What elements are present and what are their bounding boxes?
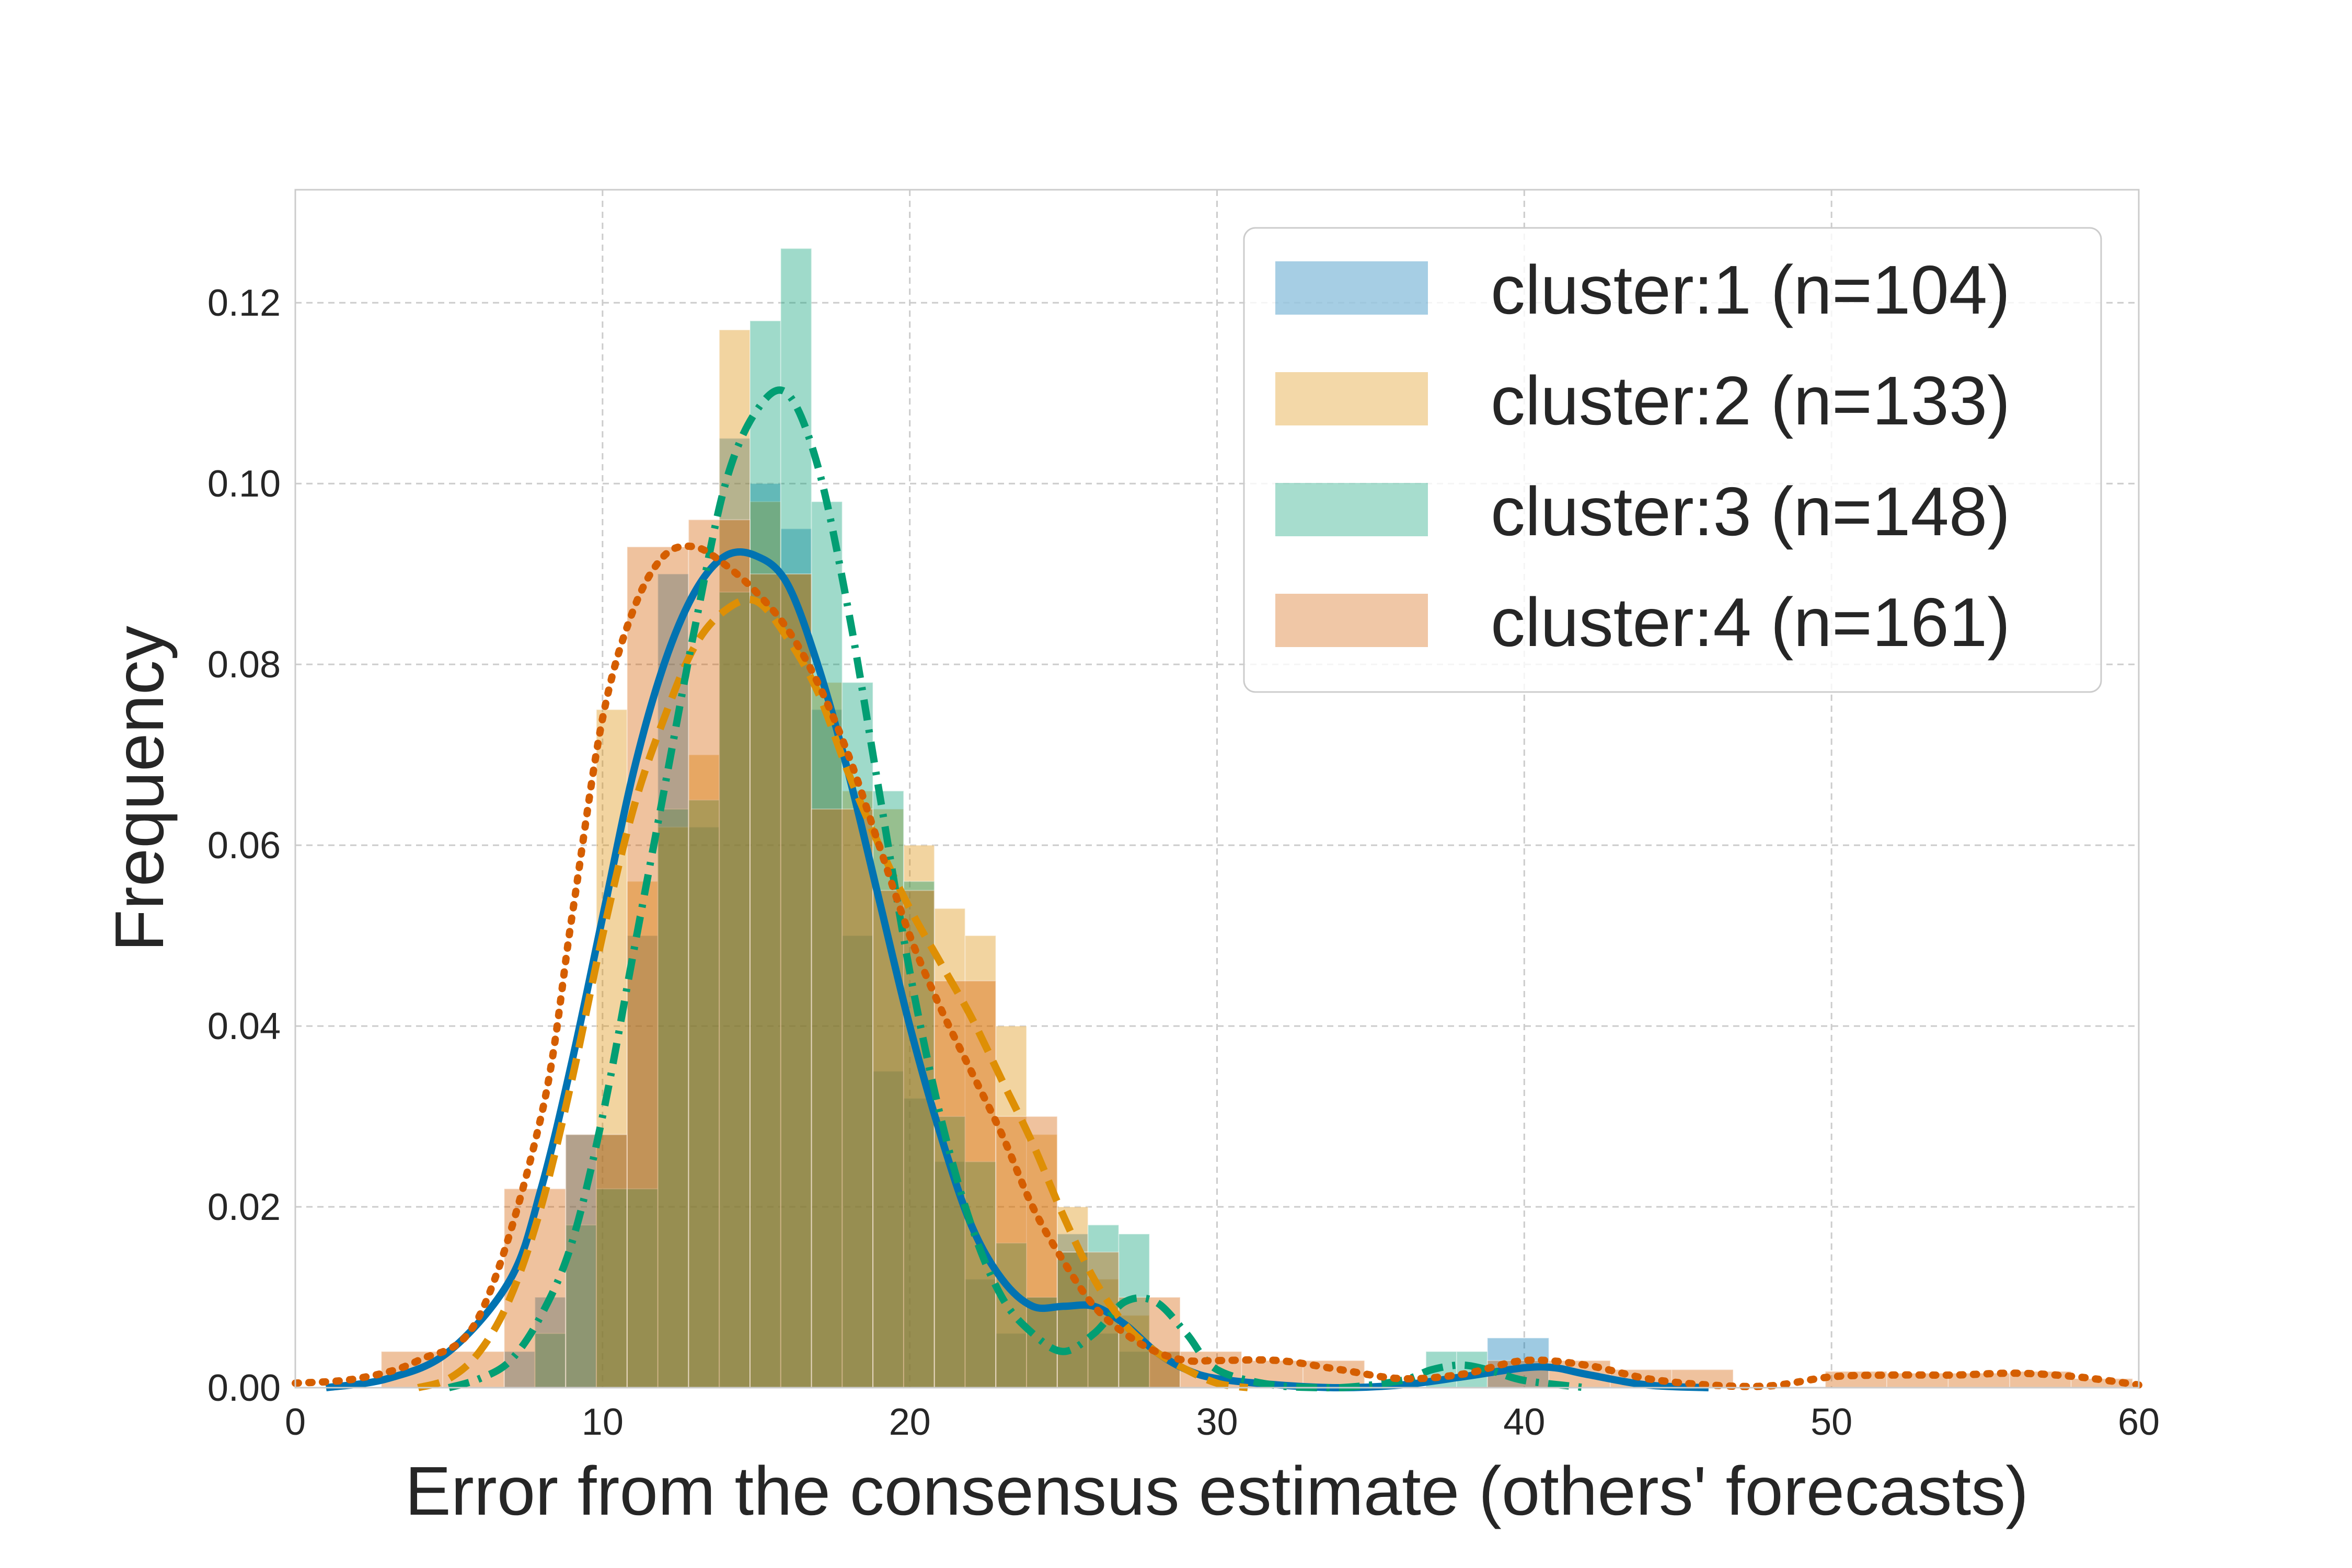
bar-cluster-4-3	[565, 1134, 628, 1388]
bar-cluster-3-17	[1056, 1251, 1089, 1389]
bar-cluster-1-16	[995, 1333, 1028, 1389]
x-tick-label-60: 60	[2118, 1401, 2160, 1443]
bar-cluster-4-5	[688, 519, 751, 1388]
y-tick-label-0.00: 0.00	[207, 1367, 281, 1409]
bar-cluster-4-7	[811, 808, 874, 1388]
bar-cluster-3-5	[688, 799, 720, 1388]
bar-cluster-3-0	[534, 1333, 567, 1389]
bar-cluster-2-11	[933, 908, 966, 1388]
bar-cluster-3-6	[719, 591, 751, 1388]
x-tick-label-40: 40	[1503, 1401, 1545, 1443]
legend-swatch-cluster-4	[1275, 594, 1428, 647]
legend-box	[1243, 227, 2102, 693]
bar-cluster-2-2	[657, 826, 689, 1388]
bar-cluster-3-3	[626, 1188, 659, 1388]
legend-swatch-cluster-2	[1275, 372, 1428, 425]
bar-cluster-1-0	[503, 1351, 536, 1389]
legend-entry-cluster-1: cluster:1 (n=104)	[1275, 251, 2010, 328]
bar-cluster-1-15	[964, 1278, 997, 1388]
x-axis-label: Error from the consensus estimate (other…	[405, 1452, 2028, 1529]
x-tick-label-10: 10	[582, 1401, 624, 1443]
bar-cluster-2-5	[749, 501, 781, 1388]
y-tick-label-0.08: 0.08	[207, 644, 281, 686]
bar-cluster-4-6	[749, 573, 812, 1388]
x-tick-label-50: 50	[1811, 1401, 1852, 1443]
bar-cluster-1-13	[903, 1098, 935, 1389]
y-tick-label-0.04: 0.04	[207, 1006, 281, 1047]
x-tick-label-0: 0	[285, 1401, 306, 1443]
bar-cluster-1-1	[534, 1297, 567, 1388]
bar-cluster-3-9	[811, 501, 843, 1388]
kde-line-cluster-3	[447, 386, 1586, 1391]
bar-cluster-1-12	[872, 1070, 904, 1388]
y-axis-label: Frequency	[101, 626, 178, 952]
bar-cluster-1-10	[811, 709, 843, 1388]
kde-line-cluster-2	[417, 596, 1249, 1391]
legend: cluster:1 (n=104) cluster:2 (n=133) clus…	[1243, 227, 2102, 693]
bar-cluster-3-7	[749, 320, 781, 1388]
bar-cluster-1-20	[1118, 1351, 1150, 1389]
legend-swatch-cluster-3	[1275, 483, 1428, 536]
legend-label-cluster-3: cluster:3 (n=148)	[1491, 473, 2010, 550]
bar-cluster-3-15	[995, 1242, 1028, 1389]
legend-swatch-cluster-1	[1275, 261, 1428, 315]
bar-cluster-3-4	[657, 808, 689, 1388]
y-tick-label-0.12: 0.12	[207, 282, 281, 324]
bar-cluster-3-19	[1118, 1233, 1150, 1389]
bars-cluster-2	[596, 329, 1181, 1389]
y-tick-label-0.06: 0.06	[207, 825, 281, 867]
x-tick-label-30: 30	[1196, 1401, 1238, 1443]
bar-cluster-2-6	[780, 573, 812, 1388]
bar-cluster-2-8	[841, 790, 874, 1388]
bars-cluster-4	[381, 519, 2134, 1389]
bar-cluster-4-10	[995, 1116, 1058, 1389]
y-tick-label-0.02: 0.02	[207, 1186, 281, 1228]
bar-cluster-2-15	[1056, 1206, 1089, 1389]
legend-label-cluster-1: cluster:1 (n=104)	[1491, 251, 2010, 328]
x-tick-label-20: 20	[889, 1401, 931, 1443]
bar-cluster-4-8	[872, 890, 935, 1388]
bar-cluster-2-4	[719, 329, 751, 1388]
y-tick-label-0.10: 0.10	[207, 463, 281, 505]
bar-cluster-3-2	[596, 1188, 628, 1388]
y-tick-labels: 0.00 0.02 0.04 0.06 0.08 0.10 0.12	[207, 282, 281, 1409]
legend-entry-cluster-2: cluster:2 (n=133)	[1275, 362, 2010, 439]
legend-entry-cluster-3: cluster:3 (n=148)	[1275, 473, 2010, 550]
histogram-bars	[381, 248, 2134, 1389]
legend-label-cluster-2: cluster:2 (n=133)	[1491, 362, 2010, 439]
legend-label-cluster-4: cluster:4 (n=161)	[1491, 584, 2010, 661]
bar-cluster-1-11	[841, 935, 874, 1388]
bar-cluster-1-9	[780, 528, 812, 1389]
kde-line-cluster-4	[292, 542, 2142, 1390]
bar-cluster-1-4	[626, 935, 659, 1388]
bar-cluster-1-19	[1087, 1333, 1120, 1389]
plot-frame	[294, 189, 2140, 1389]
x-tick-labels: 0 10 20 30 40 50 60	[285, 1401, 2160, 1443]
bar-cluster-1-3	[596, 1134, 628, 1388]
bars-cluster-1	[503, 437, 1550, 1389]
legend-entry-cluster-4: cluster:4 (n=161)	[1275, 584, 2010, 661]
bar-cluster-1-5	[657, 573, 689, 1388]
